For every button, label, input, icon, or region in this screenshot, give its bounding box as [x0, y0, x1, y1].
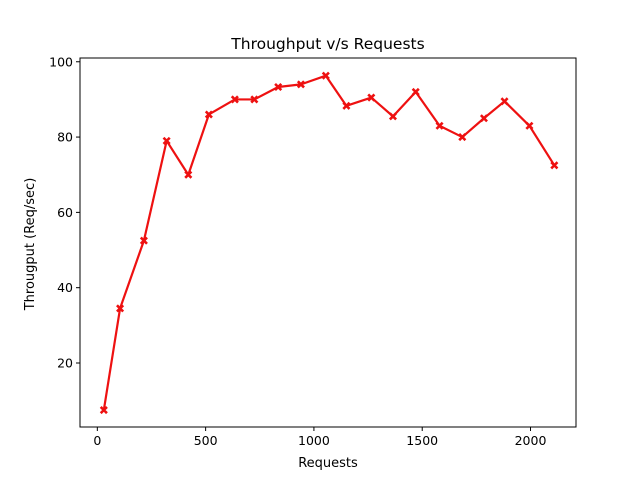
- x-tick-label: 500: [194, 433, 218, 448]
- data-point-marker: [342, 101, 351, 110]
- data-point-marker: [411, 87, 420, 96]
- chart-title: Throughput v/s Requests: [230, 35, 424, 53]
- data-point-marker: [479, 114, 488, 123]
- data-point-marker: [500, 97, 509, 106]
- x-tick-label: 1500: [406, 433, 438, 448]
- series-layer: [99, 71, 559, 415]
- data-point-marker: [388, 112, 398, 121]
- plot-frame: [79, 57, 577, 428]
- data-point-marker: [230, 95, 239, 104]
- data-point-marker: [274, 82, 283, 92]
- y-axis-ticks: 20 40 60 80 100: [49, 54, 80, 370]
- plot-area: [79, 57, 577, 428]
- data-point-marker: [139, 236, 148, 245]
- y-axis-label: Througput (Req/sec): [23, 178, 38, 312]
- data-point-marker: [550, 161, 559, 170]
- data-point-marker: [162, 136, 171, 145]
- data-point-marker: [184, 170, 193, 179]
- y-tick-label: 60: [57, 205, 73, 220]
- data-point-marker: [250, 95, 259, 104]
- y-tick-label: 80: [57, 130, 73, 145]
- x-tick-label: 1000: [298, 433, 330, 448]
- data-point-marker: [525, 121, 534, 130]
- y-tick-label: 20: [57, 355, 73, 370]
- x-tick-label: 2000: [515, 433, 547, 448]
- data-point-marker: [321, 71, 330, 80]
- data-point-marker: [116, 304, 125, 313]
- data-point-marker: [99, 406, 108, 415]
- x-axis-label: Requests: [298, 456, 358, 471]
- x-axis-ticks: 0 500 1000 1500 2000: [93, 427, 546, 448]
- data-point-marker: [458, 133, 467, 142]
- x-tick-label: 0: [93, 433, 101, 448]
- y-tick-label: 40: [57, 280, 73, 295]
- data-point-marker: [296, 80, 305, 89]
- data-point-marker: [204, 110, 213, 119]
- y-tick-label: 100: [49, 54, 73, 69]
- data-point-marker: [435, 121, 444, 130]
- data-point-marker: [367, 93, 376, 102]
